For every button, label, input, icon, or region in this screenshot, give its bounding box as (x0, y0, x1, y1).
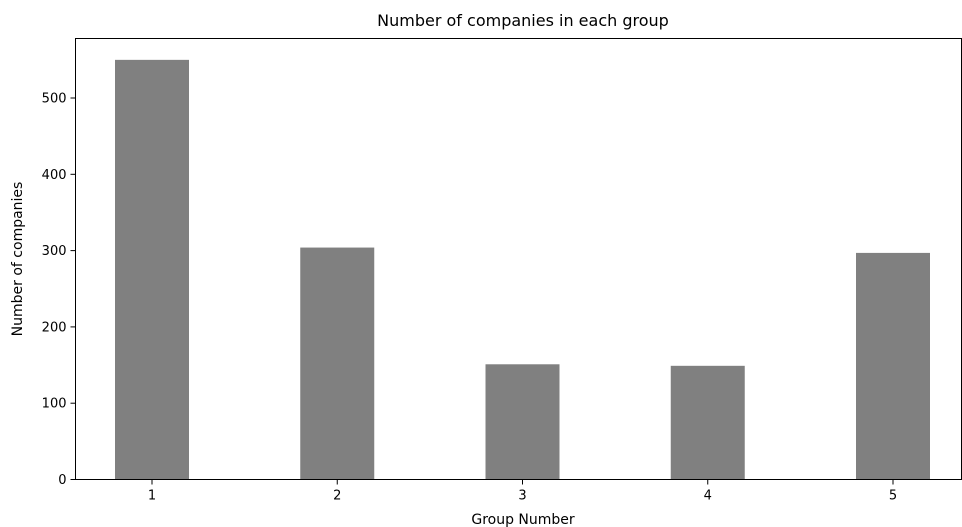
bar-group-2 (300, 247, 375, 480)
bar-group-5 (856, 252, 930, 480)
x-tick-label: 2 (333, 489, 341, 504)
x-tick-label: 3 (518, 489, 526, 504)
y-tick-label: 400 (42, 168, 67, 183)
bar-group-1 (115, 59, 189, 480)
y-tick-label: 500 (42, 92, 67, 107)
y-tick-label: 300 (42, 244, 67, 259)
bars-group (115, 59, 930, 480)
bar-group-4 (670, 365, 745, 480)
bar-group-3 (485, 364, 560, 480)
x-tick-label: 5 (889, 489, 897, 504)
x-axis-label: Group Number (471, 512, 575, 527)
y-tick-label: 100 (42, 397, 67, 412)
x-tick-label: 1 (148, 489, 156, 504)
y-axis-label: Number of companies (10, 182, 26, 337)
axis-ticks-group: 1 2 3 4 5 0 100 200 300 400 500 (42, 92, 897, 504)
x-tick-label: 4 (704, 489, 712, 504)
y-tick-label: 0 (58, 473, 66, 488)
chart-title: Number of companies in each group (377, 11, 669, 30)
y-tick-label: 200 (42, 320, 67, 335)
